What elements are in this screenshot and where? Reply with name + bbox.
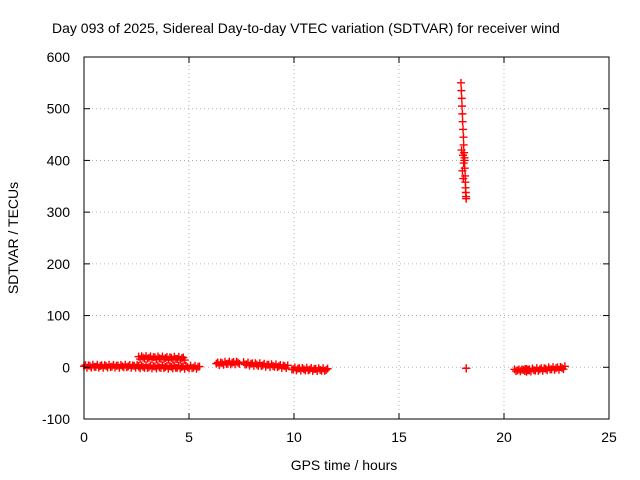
x-tick-label: 10 — [286, 429, 302, 445]
plot-area-border — [83, 56, 610, 420]
y-tick-label: 600 — [47, 49, 71, 65]
data-point — [458, 109, 467, 118]
axis-ticks: 0 5 10 15 20 25 -100 0 100 200 300 400 500 600 — [42, 49, 617, 445]
x-tick-label: 20 — [496, 429, 512, 445]
data-point — [459, 174, 468, 183]
data-point — [322, 365, 331, 374]
data-point — [283, 361, 292, 370]
data-point — [457, 86, 466, 95]
y-tick-label: 100 — [47, 308, 71, 324]
data-point — [180, 356, 189, 365]
x-tick-label: 5 — [185, 429, 193, 445]
data-point — [458, 117, 467, 126]
y-tick-label: 400 — [47, 152, 71, 168]
data-series — [80, 78, 569, 376]
data-point — [459, 133, 468, 142]
data-point — [457, 94, 466, 103]
data-point — [195, 362, 204, 371]
data-point — [459, 125, 468, 134]
y-tick-label: 200 — [47, 256, 71, 272]
x-tick-label: 0 — [80, 429, 88, 445]
data-point — [323, 364, 332, 373]
y-axis-label: SDTVAR / TECUs — [5, 182, 21, 294]
chart-title: Day 093 of 2025, Sidereal Day-to-day VTE… — [52, 20, 560, 36]
grid-lines — [84, 57, 609, 419]
x-axis-label: GPS time / hours — [291, 457, 398, 473]
data-point — [456, 78, 465, 87]
data-point — [459, 140, 468, 149]
y-tick-label: 500 — [47, 101, 71, 117]
x-tick-label: 15 — [391, 429, 407, 445]
data-point — [462, 194, 471, 203]
data-point — [462, 364, 471, 373]
y-tick-label: 300 — [47, 204, 71, 220]
data-point — [459, 159, 468, 168]
y-tick-label: -100 — [42, 411, 70, 427]
data-point — [457, 146, 466, 155]
data-point — [458, 102, 466, 111]
data-point — [460, 153, 469, 162]
x-tick-label: 25 — [601, 429, 617, 445]
data-point — [458, 166, 467, 175]
data-point — [560, 362, 569, 371]
y-tick-label: 0 — [62, 359, 70, 375]
